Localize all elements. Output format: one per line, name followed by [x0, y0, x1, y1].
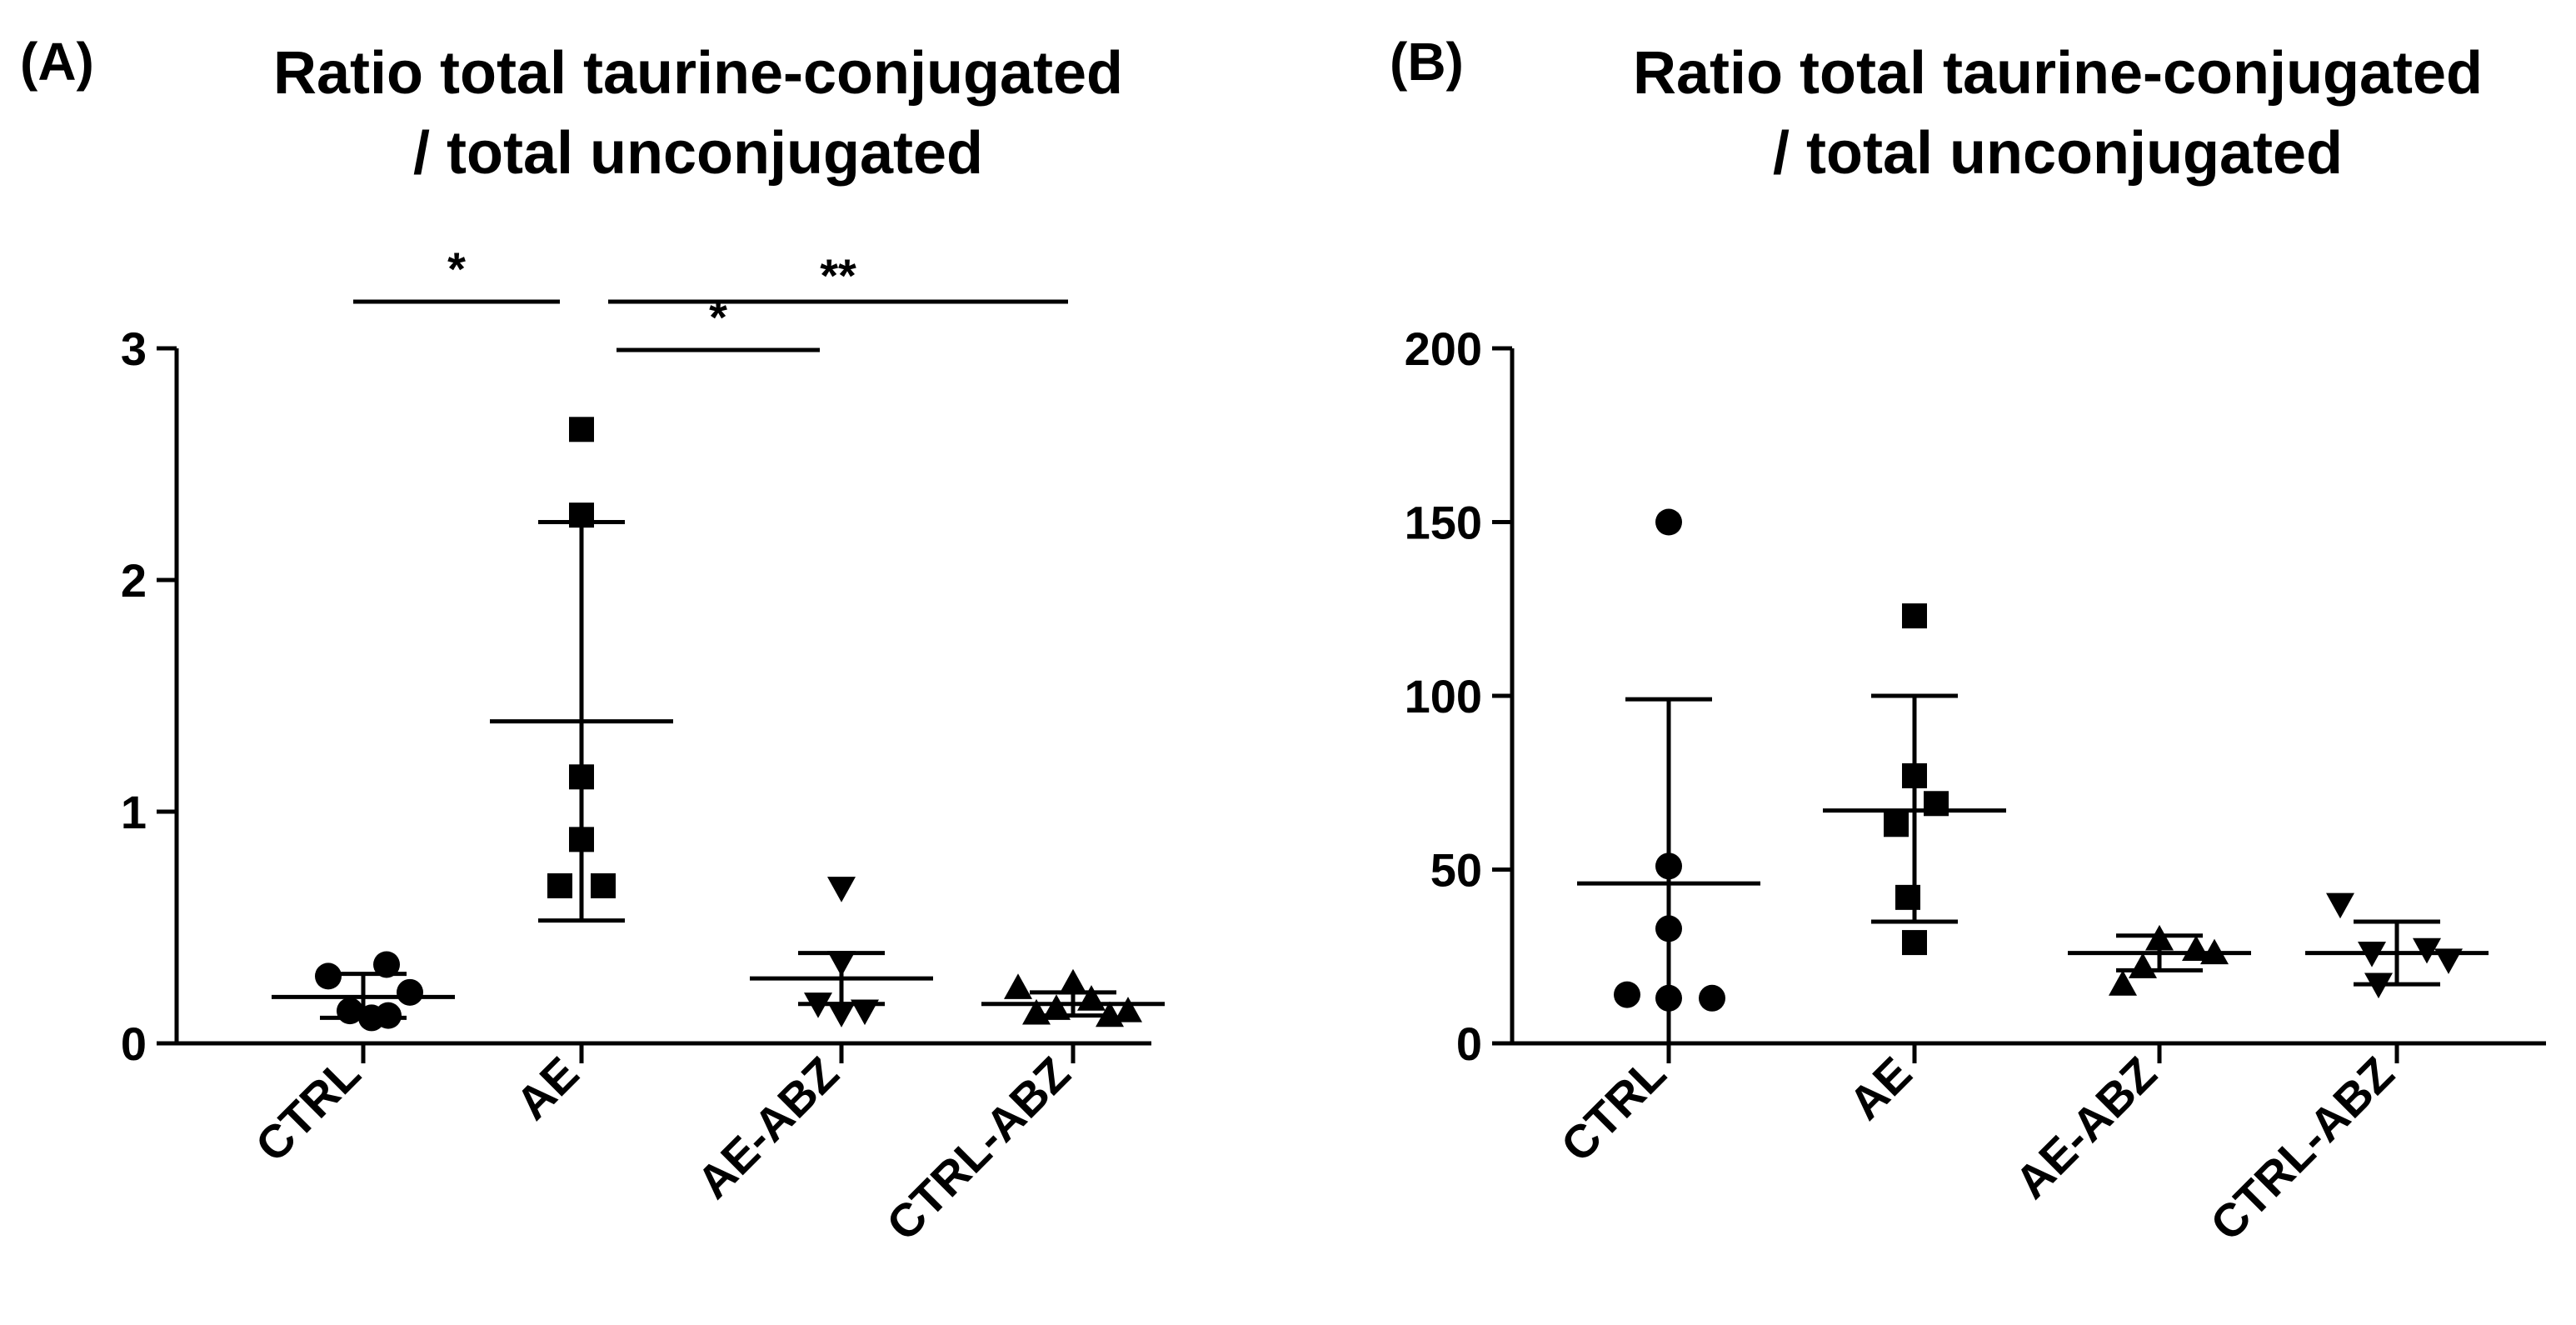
panel-a-category-label: AE — [506, 1047, 589, 1130]
panel-b-y-tick-label: 0 — [1456, 1018, 1482, 1070]
panel-b-data-point — [2358, 941, 2386, 968]
panel-a-data-point — [1114, 997, 1142, 1022]
panel-b-data-point — [2129, 952, 2157, 978]
panel-b-data-point — [1655, 852, 1682, 880]
panel-a-data-point — [547, 872, 572, 898]
panel-a-data-point — [1004, 973, 1032, 999]
panel-b-data-point — [1699, 984, 1725, 1012]
panel-a-data-point — [569, 502, 594, 528]
panel-b-data-point — [2364, 972, 2393, 999]
panel-a-data-point — [569, 827, 594, 852]
panel-a-data-point — [375, 1002, 402, 1029]
panel-a-series-ctrl — [272, 951, 455, 1032]
panel-b-series-ae — [1823, 603, 2006, 956]
panel-a-series-ae-abz — [750, 877, 933, 1028]
panel-a-data-point — [1042, 994, 1071, 1020]
panel-b-data-point — [2326, 892, 2354, 919]
panel-b-data-point — [2182, 935, 2210, 962]
panel-b-data-point — [1902, 930, 1927, 956]
panel-a-title-line-2: / total unconjugated — [413, 120, 983, 187]
panel-b-data-point — [1902, 603, 1927, 629]
panel-b-data-point — [1924, 791, 1949, 817]
panel-a-label: (A) — [20, 32, 94, 92]
panel-b-data-point — [1655, 915, 1682, 942]
panel-b-category-label: AE — [1839, 1047, 1922, 1130]
panel-b-series-ctrl-abz — [2305, 892, 2489, 999]
panel-b-y-tick-label: 200 — [1405, 322, 1482, 375]
panel-a-data-point — [373, 951, 400, 978]
panel-b-series-ctrl — [1577, 508, 1760, 1046]
panel-a-data-point — [591, 872, 616, 898]
panel-a-significance-label: * — [447, 242, 466, 295]
panel-a-category-label: AE-ABZ — [686, 1047, 848, 1208]
panel-b-category-label: CTRL — [1550, 1047, 1675, 1172]
panel-a-data-point — [397, 978, 423, 1006]
panel-a-chart: (A) Ratio total taurine-conjugated / total… — [20, 32, 1165, 1251]
panel-b-data-point — [1895, 884, 1920, 910]
panel-b-y-tick-label: 50 — [1430, 844, 1482, 897]
panel-b-title-line-1: Ratio total taurine-conjugated — [1633, 40, 2483, 107]
panel-b-category-label: CTRL-ABZ — [2200, 1047, 2404, 1251]
panel-b-data-point — [2434, 948, 2463, 974]
panel-b-series-ae-abz — [2068, 924, 2251, 996]
panel-b-data-point — [2109, 970, 2137, 996]
panel-b-chart: (B) Ratio total taurine-conjugated / total… — [1390, 32, 2546, 1251]
panel-a-data-point — [1059, 968, 1087, 995]
panel-a-data-point — [827, 951, 856, 977]
panel-a-series-ae — [490, 417, 673, 923]
panel-b-data-point — [1655, 508, 1682, 536]
panel-b-data-point — [2413, 938, 2441, 964]
panel-a-data-point — [851, 999, 879, 1026]
panel-a-y-tick-label: 1 — [121, 786, 147, 838]
panel-a-data-point — [569, 764, 594, 790]
panel-a-significance-label: * — [709, 291, 727, 343]
panel-b-label: (B) — [1390, 32, 1464, 92]
panel-a-data-point — [1077, 985, 1106, 1011]
panel-a-data-point — [315, 962, 342, 990]
panel-a-series-ctrl-abz — [981, 968, 1165, 1028]
panel-b-data-point — [2145, 924, 2174, 951]
panel-a-data-point — [804, 992, 832, 1018]
panel-b-title-line-2: / total unconjugated — [1773, 120, 2343, 187]
panel-b-data-point — [1884, 812, 1909, 838]
panel-a-data-point — [827, 1002, 856, 1028]
panel-b-y-tick-label: 100 — [1405, 670, 1482, 722]
panel-a-y-tick-label: 2 — [121, 554, 147, 607]
panel-b-y-tick-label: 150 — [1405, 497, 1482, 549]
panel-a-title-line-1: Ratio total taurine-conjugated — [273, 40, 1123, 107]
panel-a-data-point — [337, 998, 363, 1025]
panel-b-data-point — [1655, 984, 1682, 1012]
panel-a-category-label: CTRL-ABZ — [876, 1047, 1081, 1251]
panel-a-significance-label: ** — [820, 249, 856, 302]
panel-b-data-point — [2200, 938, 2229, 965]
panel-a-data-point — [569, 417, 594, 442]
panel-a-category-label: CTRL — [245, 1047, 370, 1172]
panel-b-data-point — [1902, 762, 1927, 788]
panel-a-y-tick-label: 0 — [121, 1018, 147, 1070]
panel-b-category-label: AE-ABZ — [2004, 1047, 2166, 1208]
panel-a-data-point — [827, 877, 856, 902]
panel-a-y-tick-label: 3 — [121, 322, 147, 375]
panel-b-data-point — [1614, 981, 1640, 1008]
